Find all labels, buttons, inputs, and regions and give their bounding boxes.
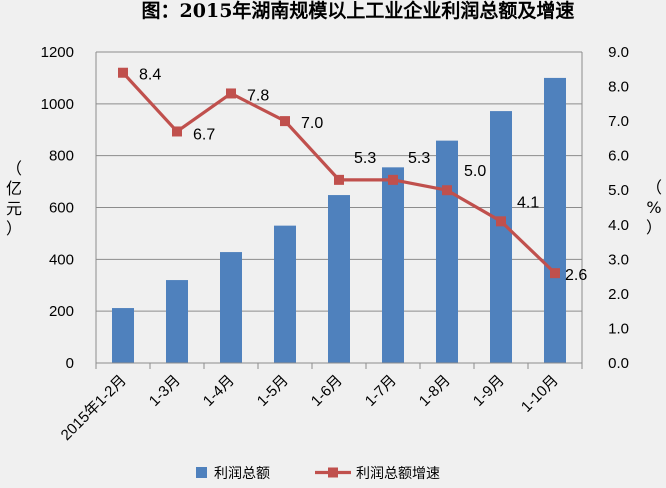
right-tick-label: 5.0 xyxy=(608,182,629,199)
left-axis-title-char: （ xyxy=(6,159,22,178)
line-point xyxy=(550,268,560,279)
x-tick-label: 1-3月 xyxy=(146,372,184,410)
line-point xyxy=(280,116,290,127)
legend-bar-label: 利润总额 xyxy=(214,466,270,482)
legend-line-marker xyxy=(328,467,338,478)
right-axis-title-char: % xyxy=(646,198,661,217)
x-tick-label: 1-8月 xyxy=(416,372,454,410)
chart-title: 图：2015年湖南规模以上工业企业利润总额及增速 xyxy=(142,0,575,22)
line-point xyxy=(442,185,452,196)
left-tick-label: 800 xyxy=(49,148,74,165)
data-label: 7.0 xyxy=(301,115,323,132)
data-label: 4.1 xyxy=(517,194,539,211)
x-tick-label: 1-5月 xyxy=(254,372,292,410)
left-tick-label: 400 xyxy=(49,251,74,268)
data-label: 5.3 xyxy=(354,150,376,167)
bar-series xyxy=(112,77,566,364)
bar xyxy=(544,77,566,364)
line-point xyxy=(172,126,182,137)
x-tick-label: 1-4月 xyxy=(200,372,238,410)
axes xyxy=(95,52,583,369)
left-axis-title-char: 元 xyxy=(6,199,22,218)
axis-titles: （亿元）（%） xyxy=(6,159,662,238)
left-tick-label: 1200 xyxy=(41,44,74,61)
line-point xyxy=(388,174,398,185)
line-point xyxy=(118,67,128,78)
line-point xyxy=(226,88,236,99)
line-point xyxy=(334,174,344,185)
x-tick-label: 2015年1-2月 xyxy=(58,372,130,444)
right-axis-title-char: ） xyxy=(646,218,662,237)
right-tick-label: 9.0 xyxy=(608,44,629,61)
data-label: 6.7 xyxy=(193,126,215,143)
bar xyxy=(112,308,134,363)
right-tick-label: 8.0 xyxy=(608,79,629,96)
right-tick-label: 4.0 xyxy=(608,217,629,234)
data-label: 2.6 xyxy=(565,267,587,284)
right-tick-label: 0.0 xyxy=(608,355,629,372)
data-label: 7.8 xyxy=(247,87,269,104)
right-axis-title-char: （ xyxy=(646,178,662,197)
x-tick-label: 1-9月 xyxy=(470,372,508,410)
right-tick-label: 2.0 xyxy=(608,286,629,303)
bar xyxy=(490,111,512,363)
x-tick-label: 1-6月 xyxy=(308,372,346,410)
line-point xyxy=(496,216,506,227)
data-label: 5.3 xyxy=(408,150,430,167)
right-tick-label: 1.0 xyxy=(608,320,629,337)
right-tick-label: 3.0 xyxy=(608,251,629,268)
right-tick-label: 7.0 xyxy=(608,113,629,130)
left-tick-label: 0 xyxy=(66,355,74,372)
right-tick-label: 6.0 xyxy=(608,148,629,165)
legend-bar-swatch xyxy=(196,467,207,478)
bar xyxy=(274,225,296,363)
left-axis-title-char: ） xyxy=(6,219,22,238)
bar xyxy=(382,167,404,363)
legend-line-label: 利润总额增速 xyxy=(356,466,440,482)
line-series: 8.4 6.7 7.8 7.0 5.3 5.3 5.0 4.1 2.6 xyxy=(118,67,587,284)
left-tick-label: 1000 xyxy=(41,96,74,113)
legend: 利润总额 利润总额增速 xyxy=(196,466,440,482)
bar xyxy=(436,140,458,363)
x-tick-label: 1-10月 xyxy=(518,372,562,416)
bar xyxy=(220,252,242,363)
x-tick-label: 1-7月 xyxy=(362,372,400,410)
left-tick-label: 200 xyxy=(49,303,74,320)
bar xyxy=(166,280,188,363)
left-axis-title-char: 亿 xyxy=(6,179,22,198)
bar xyxy=(328,195,350,363)
left-tick-label: 600 xyxy=(49,200,74,217)
data-label: 5.0 xyxy=(464,163,486,180)
data-label: 8.4 xyxy=(139,67,161,84)
